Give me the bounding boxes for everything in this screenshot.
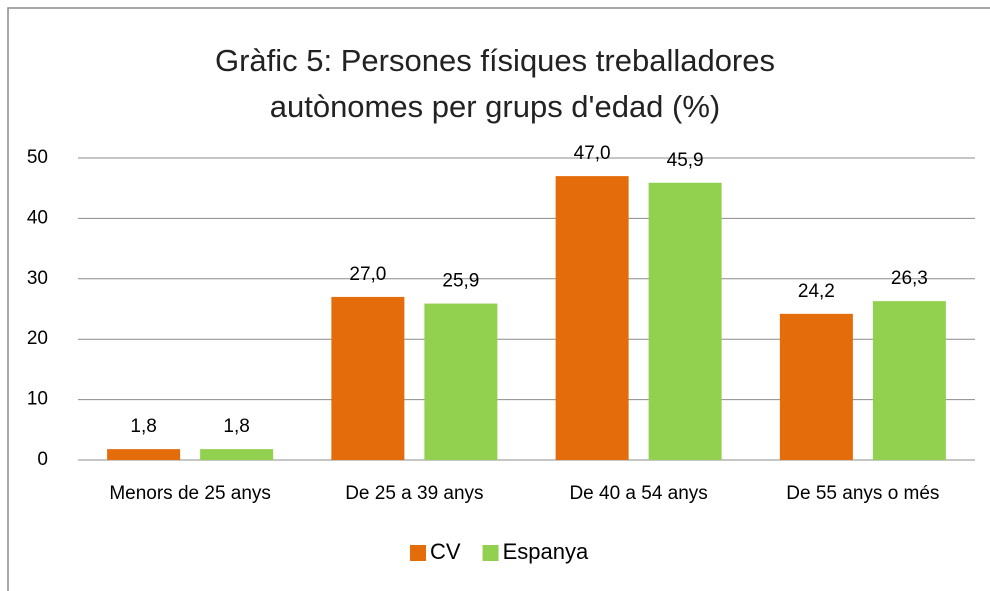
y-tick-label: 10 — [27, 389, 48, 410]
legend-label: CV — [430, 539, 461, 564]
y-tick-label: 50 — [27, 147, 48, 168]
bar — [107, 449, 181, 460]
value-label: 1,8 — [223, 416, 249, 437]
bar — [872, 301, 946, 460]
bar — [424, 303, 498, 460]
bar — [555, 176, 629, 460]
y-tick-label: 40 — [27, 207, 48, 228]
y-tick-label: 20 — [27, 328, 48, 349]
legend-label: Espanya — [503, 539, 589, 564]
value-label: 27,0 — [349, 264, 386, 285]
bar — [779, 313, 853, 460]
value-label: 1,8 — [130, 416, 156, 437]
bar — [331, 296, 405, 460]
chart-border — [7, 7, 990, 591]
value-label: 26,3 — [891, 268, 928, 289]
y-tick-label: 30 — [27, 268, 48, 289]
value-label: 45,9 — [667, 150, 704, 171]
x-tick-label: Menors de 25 anys — [109, 483, 271, 504]
legend-swatch — [410, 545, 426, 561]
x-tick-label: De 40 a 54 anys — [569, 483, 707, 504]
y-tick-label: 0 — [37, 449, 48, 470]
value-label: 25,9 — [442, 271, 479, 292]
value-label: 47,0 — [574, 143, 611, 164]
value-label: 24,2 — [798, 281, 835, 302]
x-tick-label: De 55 anys o més — [786, 483, 939, 504]
chart-title: Gràfic 5: Persones físiques treballadore… — [215, 43, 775, 124]
bar — [648, 182, 722, 460]
legend-swatch — [482, 545, 499, 561]
x-tick-label: De 25 a 39 anys — [345, 483, 483, 504]
bar — [200, 449, 274, 460]
